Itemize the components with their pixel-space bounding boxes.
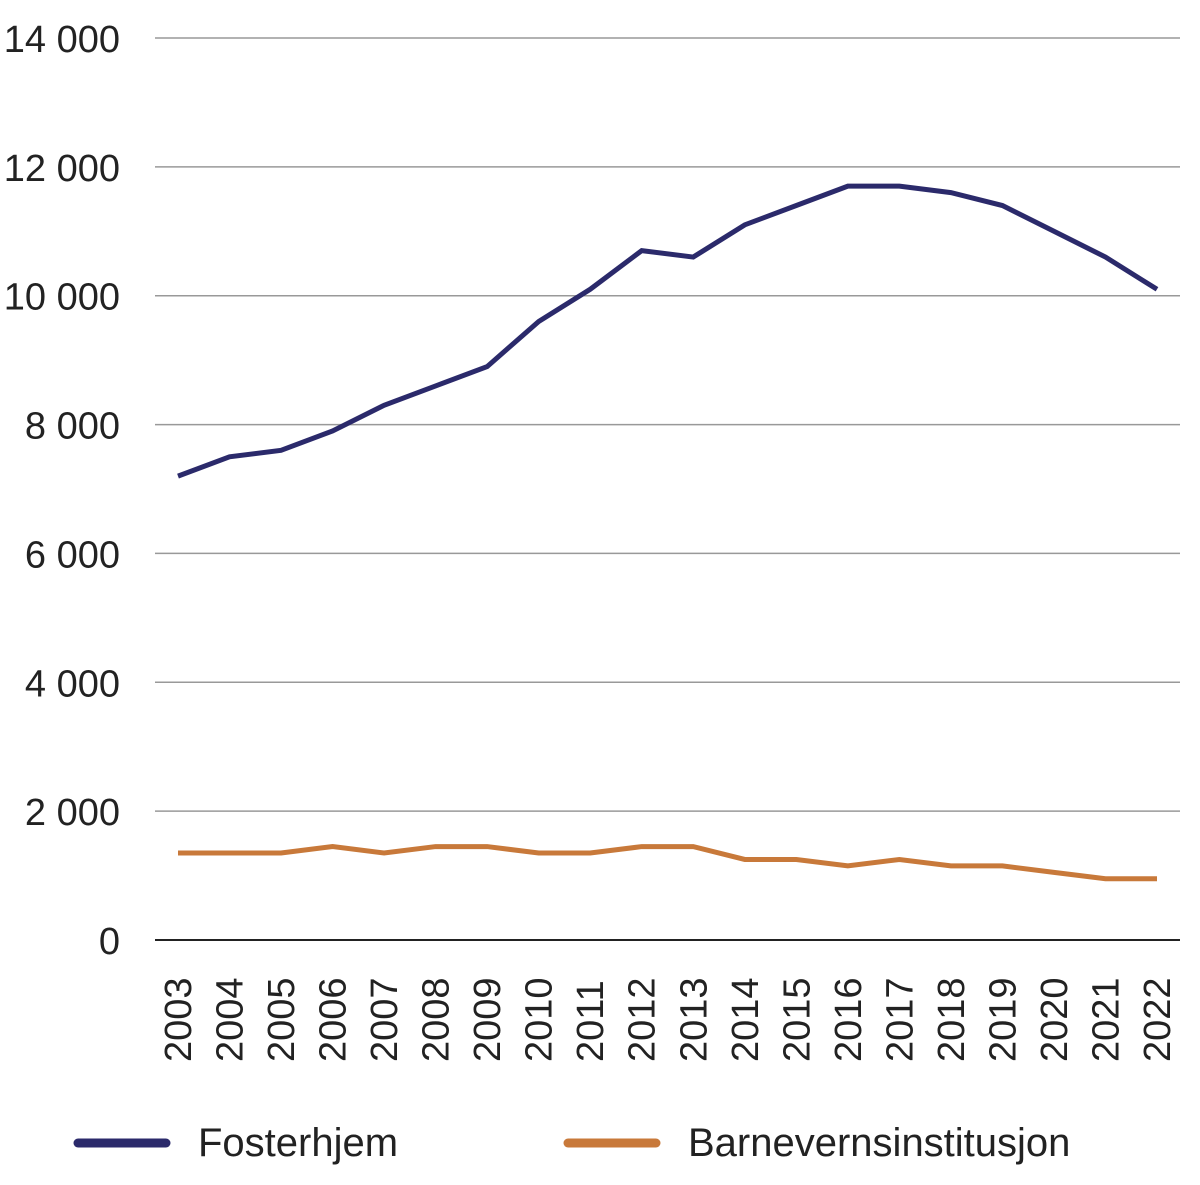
x-tick-label: 2020 <box>1034 977 1076 1062</box>
y-tick-label: 10 000 <box>4 277 120 319</box>
x-tick-label: 2005 <box>261 977 303 1062</box>
y-tick-label: 14 000 <box>4 19 120 61</box>
x-tick-label: 2008 <box>416 977 458 1062</box>
y-tick-label: 2 000 <box>25 792 120 834</box>
y-tick-label: 4 000 <box>25 663 120 705</box>
x-tick-label: 2022 <box>1137 977 1179 1062</box>
x-tick-label: 2009 <box>467 977 509 1062</box>
x-tick-label: 2003 <box>158 977 200 1062</box>
legend-label: Barnevernsinstitusjon <box>688 1121 1070 1165</box>
x-tick-label: 2010 <box>519 977 561 1062</box>
x-tick-label: 2018 <box>931 977 973 1062</box>
legend-label: Fosterhjem <box>198 1121 398 1165</box>
x-tick-label: 2014 <box>725 977 767 1062</box>
x-tick-label: 2016 <box>828 977 870 1062</box>
x-tick-label: 2011 <box>570 980 612 1062</box>
series-line <box>178 844 1157 882</box>
x-tick-label: 2012 <box>622 977 664 1062</box>
x-tick-label: 2017 <box>879 977 921 1062</box>
x-tick-label: 2013 <box>673 977 715 1062</box>
x-tick-label: 2021 <box>1085 977 1127 1062</box>
series-line <box>177 183 1159 479</box>
y-tick-label: 12 000 <box>4 148 120 190</box>
y-tick-label: 0 <box>99 921 120 963</box>
x-tick-label: 2007 <box>364 977 406 1062</box>
y-tick-label: 6 000 <box>25 534 120 576</box>
y-tick-label: 8 000 <box>25 406 120 448</box>
x-tick-label: 2015 <box>776 977 818 1062</box>
x-tick-label: 2006 <box>313 977 355 1062</box>
x-tick-label: 2019 <box>982 977 1024 1062</box>
x-tick-label: 2004 <box>210 977 252 1062</box>
